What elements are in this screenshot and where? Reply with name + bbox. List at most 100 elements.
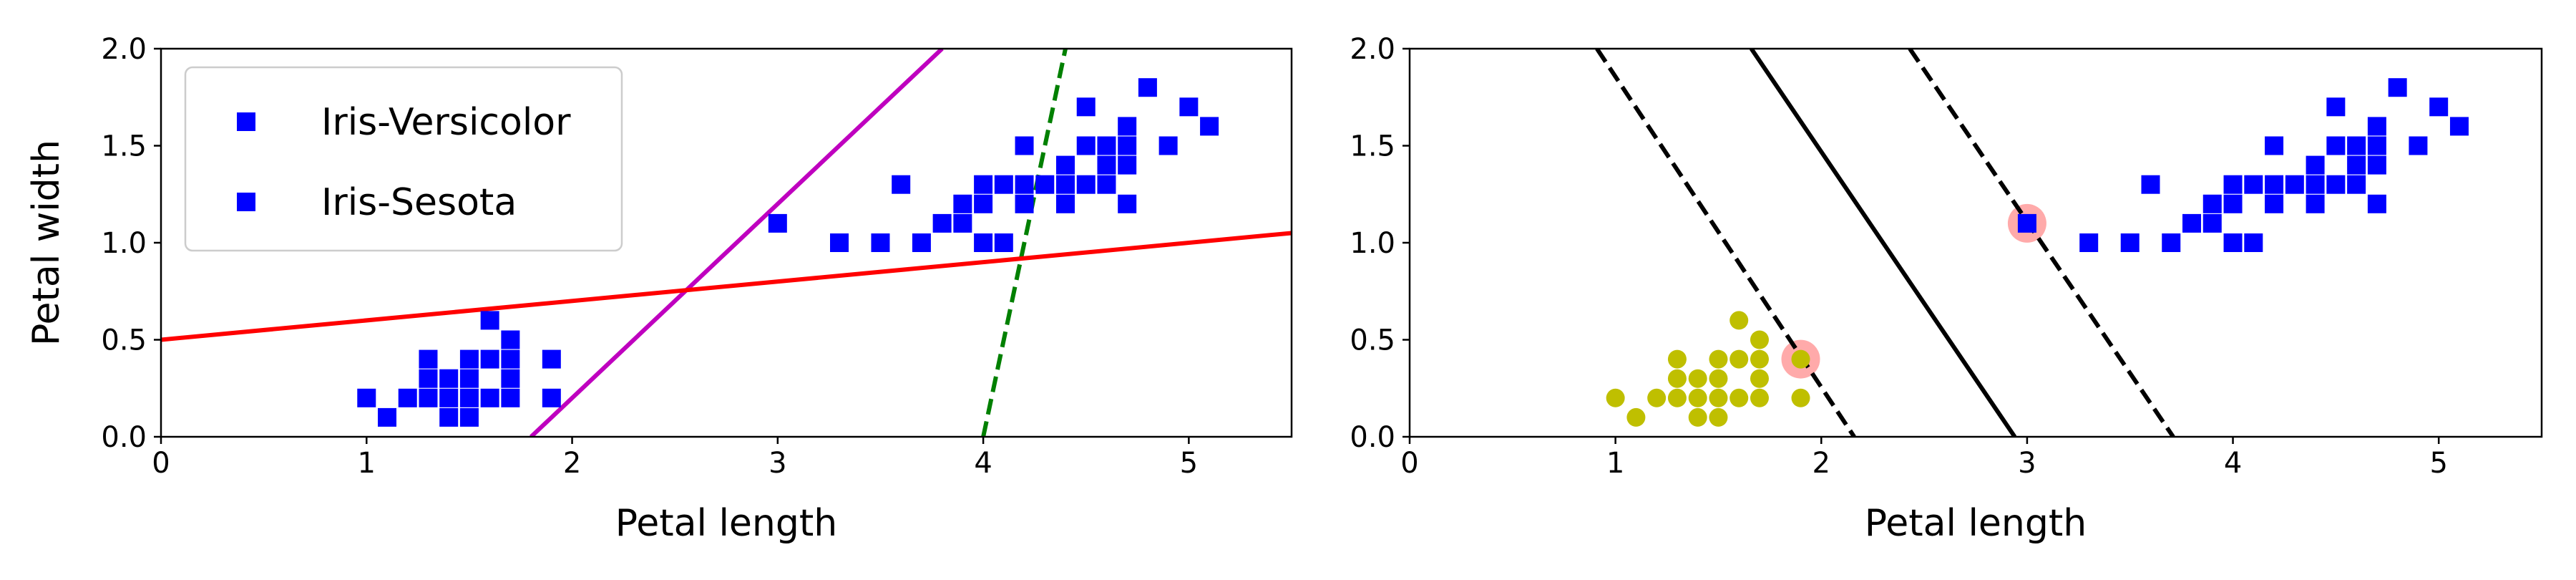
data-point-square [419, 388, 438, 407]
data-point-square [357, 388, 376, 407]
y-tick-label: 0.5 [101, 324, 147, 357]
x-tick-label: 2 [1813, 447, 1830, 480]
data-point-square [1015, 136, 1034, 155]
data-point-square [542, 388, 561, 407]
data-point-square [994, 233, 1013, 252]
data-point-circle [1750, 369, 1769, 388]
data-point-square [994, 175, 1013, 194]
data-point-circle [1667, 349, 1687, 369]
data-point-square [2367, 155, 2386, 175]
data-point-square [892, 175, 911, 194]
data-point-circle [1709, 349, 1728, 369]
data-point-square [1158, 136, 1178, 155]
data-point-square [398, 388, 417, 407]
data-point-square [974, 233, 993, 252]
data-point-square [2326, 175, 2346, 194]
decision-line-2 [1908, 49, 2175, 437]
legend: Iris-Versicolor Iris-Sesota [184, 66, 623, 252]
data-point-square [459, 369, 479, 388]
data-point-square [480, 388, 499, 407]
data-point-square [2367, 117, 2386, 136]
data-point-square [1056, 175, 1075, 194]
data-point-square [1056, 194, 1075, 213]
data-point-square [2202, 194, 2222, 213]
data-point-square [439, 369, 459, 388]
data-point-square [2306, 155, 2325, 175]
data-point-square [501, 369, 520, 388]
x-tick-label: 5 [1180, 447, 1198, 480]
x-axis-label: Petal length [1865, 502, 2087, 545]
data-point-square [830, 233, 849, 252]
data-point-square [439, 407, 459, 427]
data-point-square [2326, 97, 2346, 117]
data-point-square [2223, 194, 2243, 213]
data-point-circle [1729, 349, 1749, 369]
data-point-square [768, 213, 787, 233]
x-tick-label: 4 [2224, 447, 2242, 480]
data-point-square [419, 369, 438, 388]
data-point-square [871, 233, 890, 252]
y-tick-label: 1.0 [101, 227, 147, 260]
data-point-square [2162, 233, 2181, 252]
x-tick-label: 5 [2429, 447, 2447, 480]
data-point-circle [1709, 369, 1728, 388]
data-point-square [974, 175, 993, 194]
chart-right: 0 1 2 3 4 5 0.0 0.5 1.0 1.5 2.0 Petal length [1350, 33, 2543, 545]
data-point-square [2347, 155, 2366, 175]
data-point-circle [1709, 388, 1728, 407]
y-tick-label: 2.0 [101, 33, 147, 66]
data-point-square [932, 213, 952, 233]
data-point-circle [1729, 311, 1749, 330]
data-point-circle [1688, 369, 1707, 388]
x-tick-label: 0 [152, 447, 170, 480]
data-point-square [2367, 194, 2386, 213]
data-point-square [1118, 194, 1137, 213]
data-point-circle [1667, 388, 1687, 407]
data-point-square [1015, 175, 1034, 194]
decision-line-1 [1595, 49, 1856, 437]
data-point-square [2223, 175, 2243, 194]
chart-left: 0 1 2 3 4 5 0.0 0.5 1.0 1.5 2.0 Petal length Petal w… [25, 33, 1293, 545]
data-point-square [2141, 175, 2160, 194]
data-point-square [2265, 136, 2284, 155]
data-point-square [974, 194, 993, 213]
data-point-circle [1688, 407, 1707, 427]
data-point-circle [1667, 369, 1687, 388]
data-point-square [1076, 136, 1096, 155]
data-point-square [439, 388, 459, 407]
y-tick-label: 1.5 [1350, 130, 1395, 163]
data-point-square [1179, 97, 1199, 117]
decision-line-0 [1749, 49, 2017, 437]
y-axis-label: Petal width [25, 140, 68, 346]
data-point-square [1097, 155, 1116, 175]
data-point-square [2079, 233, 2099, 252]
data-point-circle [1791, 388, 1810, 407]
data-point-square [1056, 155, 1075, 175]
y-tick-label: 0.5 [1350, 324, 1395, 357]
x-axis-label: Petal length [615, 502, 837, 545]
data-point-square [2306, 175, 2325, 194]
data-point-circle [1750, 330, 1769, 349]
data-point-square [2429, 97, 2449, 117]
data-point-square [501, 330, 520, 349]
data-point-square [2285, 175, 2304, 194]
x-tick-label: 1 [1606, 447, 1624, 480]
data-point-square [419, 349, 438, 369]
x-tick-label: 3 [769, 447, 786, 480]
y-tick-label: 1.5 [101, 130, 147, 163]
data-point-square [953, 213, 972, 233]
legend-marker [237, 193, 255, 211]
data-point-square [1097, 175, 1116, 194]
data-point-square [2306, 194, 2325, 213]
data-point-square [480, 311, 499, 330]
data-point-square [1035, 175, 1055, 194]
data-point-square [2244, 175, 2263, 194]
y-tick-label: 0.0 [1350, 421, 1395, 454]
x-tick-label: 4 [974, 447, 992, 480]
data-point-square [2265, 194, 2284, 213]
data-point-square [2326, 136, 2346, 155]
data-point-square [2367, 136, 2386, 155]
data-point-square [953, 194, 972, 213]
data-point-square [1015, 194, 1034, 213]
data-point-square [501, 349, 520, 369]
